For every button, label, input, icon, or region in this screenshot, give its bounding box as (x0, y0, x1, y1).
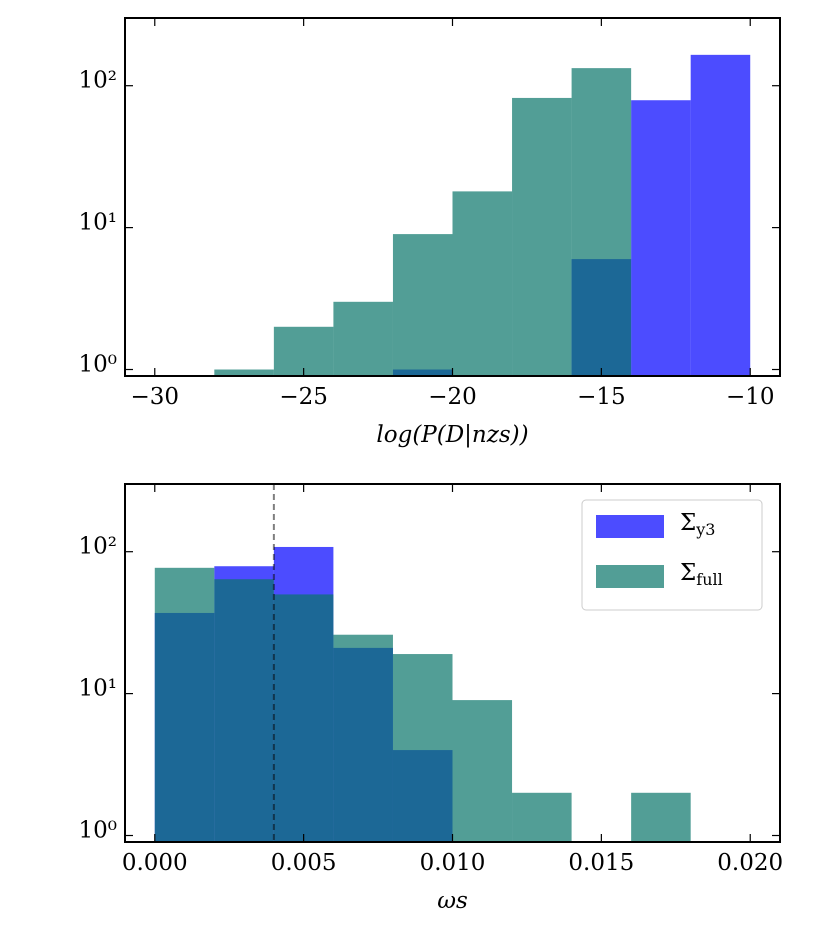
y-tick-label: 10¹ (79, 210, 118, 236)
x-tick-label: 0.010 (420, 850, 486, 876)
bar (512, 792, 572, 842)
x-tick-label: −20 (428, 384, 477, 410)
x-tick-label: −25 (279, 384, 328, 410)
x-tick-label: −30 (130, 384, 179, 410)
bar (631, 100, 691, 377)
bar (690, 54, 751, 376)
bar (512, 97, 572, 376)
legend-swatch (596, 565, 664, 588)
y-tick-label: 10² (79, 68, 118, 94)
bar (273, 326, 334, 376)
y-tick-label: 10⁰ (79, 352, 118, 378)
bar (333, 634, 393, 842)
bar (571, 68, 632, 376)
y-tick-label: 10² (79, 534, 118, 560)
x-axis-label: ωs (437, 888, 468, 914)
y-tick-label: 10¹ (79, 676, 118, 702)
x-tick-label: 0.005 (271, 850, 337, 876)
bar (392, 654, 453, 842)
y-tick-label: 10⁰ (79, 818, 118, 844)
bar (452, 191, 513, 376)
bar (392, 234, 453, 376)
legend-swatch (596, 515, 664, 538)
bar (214, 579, 274, 842)
x-tick-label: 0.015 (568, 850, 634, 876)
x-tick-label: −10 (726, 384, 775, 410)
bar (452, 700, 513, 842)
x-tick-label: 0.000 (122, 850, 188, 876)
x-tick-label: 0.020 (717, 850, 783, 876)
bar (273, 594, 334, 842)
bar (214, 369, 274, 376)
legend-label: Σfull (680, 560, 723, 589)
bar (333, 301, 393, 376)
bar (631, 792, 691, 842)
x-tick-label: −15 (577, 384, 626, 410)
bar (154, 567, 215, 842)
x-axis-label: log(P(D|nzs)) (376, 422, 528, 448)
legend-label: Σy3 (680, 510, 715, 539)
